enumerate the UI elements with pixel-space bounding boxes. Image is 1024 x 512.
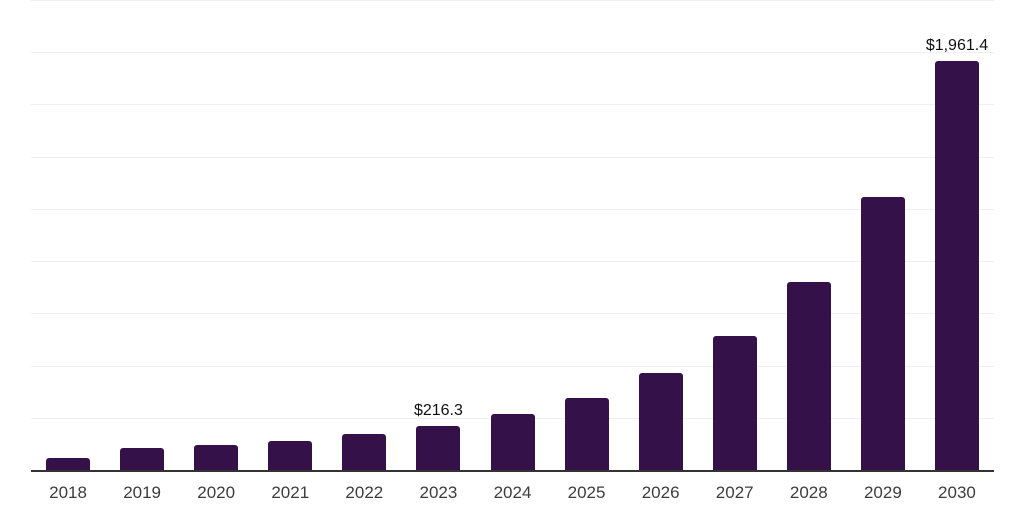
gridline [31,0,994,1]
x-tick-2023: 2023 [419,483,458,502]
bar-2027 [712,336,757,471]
bar-2023 [416,425,461,471]
x-tick-2018: 2018 [49,483,87,502]
x-tick-2027: 2027 [715,483,754,502]
x-tick-2021: 2021 [271,483,310,502]
bar-2024 [490,414,535,471]
bar-2026 [638,372,683,471]
x-tick-2026: 2026 [641,483,680,502]
gridline [31,156,994,158]
bar-2025 [564,398,609,471]
gridline [31,365,994,367]
x-tick-2024: 2024 [493,483,532,502]
gridline [31,313,994,315]
x-tick-2020: 2020 [197,483,236,502]
data-label-2030: $1,961.4 [925,37,989,55]
data-label-2023: $216.3 [413,401,463,419]
x-tick-2019: 2019 [123,483,162,502]
bar-2019 [120,448,165,471]
bar-2022 [342,434,387,471]
x-tick-2025: 2025 [567,483,606,502]
bar-2029 [860,196,905,471]
x-axis-line [31,470,994,472]
gridline [31,261,994,263]
gridline [31,104,994,106]
gridline [31,52,994,54]
bar-2020 [194,444,239,471]
bar-2018 [46,457,91,471]
bar-2028 [786,281,831,471]
plot-area: $216.3 $1,961.4 [31,0,994,472]
gridline [31,208,994,210]
bar-2030 [934,61,979,471]
x-tick-2029: 2029 [863,483,902,502]
x-tick-2022: 2022 [345,483,384,502]
x-tick-2028: 2028 [789,483,828,502]
x-axis-labels: 2018 2019 2020 2021 2022 2023 2024 2025 2026 2027… [31,483,994,505]
x-tick-2030: 2030 [938,483,976,502]
bar-2021 [268,440,313,471]
